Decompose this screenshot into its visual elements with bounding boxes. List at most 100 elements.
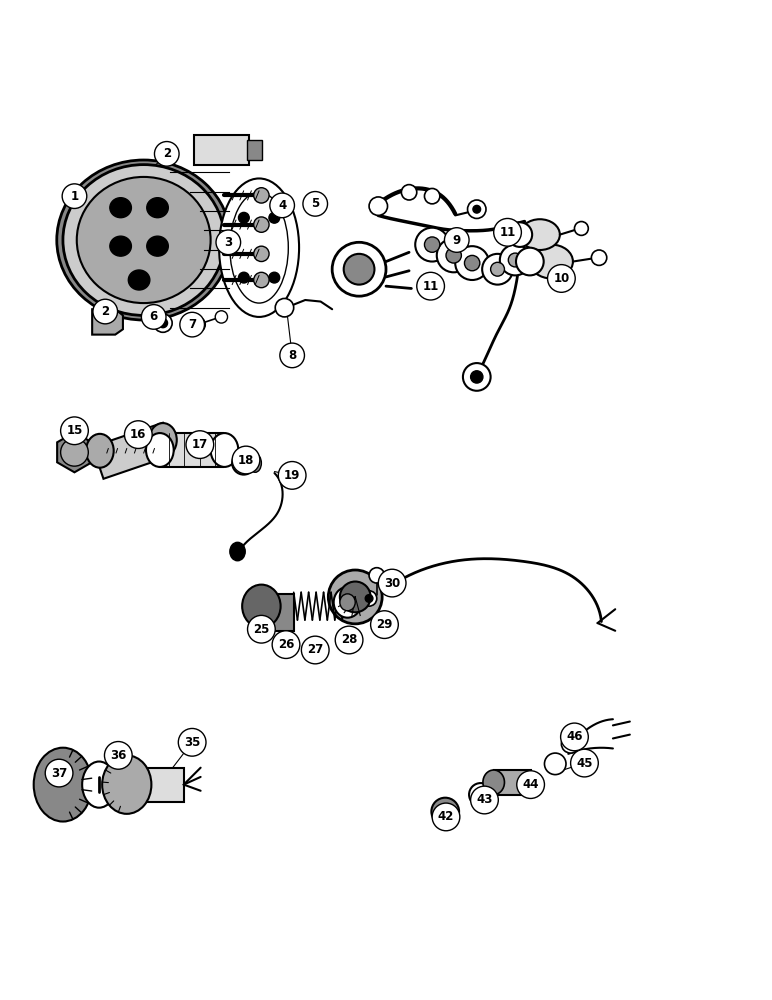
Ellipse shape (437, 238, 471, 272)
Circle shape (273, 631, 300, 658)
FancyBboxPatch shape (194, 135, 249, 165)
Circle shape (371, 611, 398, 638)
Ellipse shape (483, 770, 504, 795)
Ellipse shape (425, 237, 440, 252)
Ellipse shape (401, 185, 417, 200)
Circle shape (279, 462, 306, 489)
Text: 4: 4 (278, 199, 286, 212)
Ellipse shape (491, 262, 504, 276)
Ellipse shape (465, 255, 480, 271)
Ellipse shape (561, 735, 580, 753)
Ellipse shape (567, 740, 574, 748)
Ellipse shape (455, 246, 489, 280)
Circle shape (417, 272, 445, 300)
Ellipse shape (463, 363, 491, 391)
Circle shape (547, 265, 575, 292)
Text: 10: 10 (554, 272, 570, 285)
Ellipse shape (591, 250, 607, 265)
Ellipse shape (147, 236, 168, 256)
Circle shape (445, 228, 469, 252)
Text: 11: 11 (422, 280, 438, 293)
Text: 28: 28 (341, 633, 357, 646)
Text: 9: 9 (452, 234, 461, 247)
Text: 1: 1 (70, 190, 79, 203)
Text: 6: 6 (150, 310, 157, 323)
Ellipse shape (425, 188, 440, 204)
Polygon shape (93, 423, 174, 479)
Ellipse shape (471, 371, 483, 383)
Ellipse shape (76, 177, 211, 303)
Circle shape (61, 417, 88, 445)
FancyBboxPatch shape (257, 594, 293, 631)
Ellipse shape (365, 595, 373, 602)
Ellipse shape (158, 318, 168, 328)
Text: 30: 30 (384, 577, 400, 590)
Ellipse shape (61, 438, 88, 466)
Circle shape (154, 142, 179, 166)
Ellipse shape (328, 570, 382, 624)
Ellipse shape (147, 198, 168, 218)
Text: 5: 5 (311, 197, 320, 210)
Ellipse shape (332, 242, 386, 296)
Ellipse shape (154, 314, 172, 332)
Ellipse shape (146, 433, 174, 467)
Ellipse shape (232, 452, 256, 475)
Ellipse shape (508, 253, 522, 267)
Ellipse shape (482, 254, 513, 285)
FancyBboxPatch shape (493, 770, 530, 795)
Ellipse shape (468, 200, 486, 218)
Text: 2: 2 (163, 147, 171, 160)
Circle shape (63, 184, 86, 208)
Ellipse shape (149, 423, 177, 457)
FancyBboxPatch shape (128, 768, 184, 802)
Ellipse shape (507, 222, 532, 247)
Text: 29: 29 (376, 618, 393, 631)
Ellipse shape (219, 178, 299, 317)
Text: 16: 16 (130, 428, 147, 441)
Text: 44: 44 (523, 778, 539, 791)
Circle shape (270, 193, 294, 218)
Text: 7: 7 (188, 318, 196, 331)
Ellipse shape (432, 798, 459, 825)
Circle shape (378, 569, 406, 597)
Ellipse shape (473, 205, 481, 213)
Circle shape (571, 749, 598, 777)
Circle shape (279, 343, 304, 368)
Ellipse shape (269, 272, 279, 283)
Ellipse shape (211, 433, 239, 467)
Ellipse shape (276, 298, 293, 317)
Ellipse shape (239, 212, 249, 223)
Ellipse shape (82, 762, 116, 808)
Ellipse shape (574, 222, 588, 235)
Text: 19: 19 (284, 469, 300, 482)
Circle shape (432, 803, 460, 831)
Circle shape (216, 230, 241, 255)
Ellipse shape (110, 236, 131, 256)
Ellipse shape (254, 246, 269, 262)
Ellipse shape (249, 454, 262, 472)
Text: 42: 42 (438, 810, 454, 823)
Ellipse shape (254, 217, 269, 232)
Text: 36: 36 (110, 749, 127, 762)
Text: 18: 18 (238, 454, 254, 467)
Circle shape (303, 192, 327, 216)
Circle shape (493, 218, 521, 246)
Text: 35: 35 (184, 736, 201, 749)
Text: 46: 46 (566, 730, 583, 743)
Ellipse shape (190, 317, 205, 332)
FancyBboxPatch shape (160, 433, 223, 467)
Ellipse shape (215, 311, 228, 323)
Ellipse shape (344, 254, 374, 285)
Ellipse shape (520, 219, 560, 250)
Circle shape (301, 636, 329, 664)
Text: 26: 26 (278, 638, 294, 651)
Ellipse shape (446, 248, 462, 263)
Ellipse shape (544, 753, 566, 775)
Ellipse shape (86, 434, 113, 468)
Circle shape (104, 742, 132, 769)
Text: 8: 8 (288, 349, 296, 362)
Circle shape (248, 615, 276, 643)
FancyBboxPatch shape (247, 140, 262, 160)
Ellipse shape (369, 568, 384, 583)
Ellipse shape (361, 591, 377, 606)
